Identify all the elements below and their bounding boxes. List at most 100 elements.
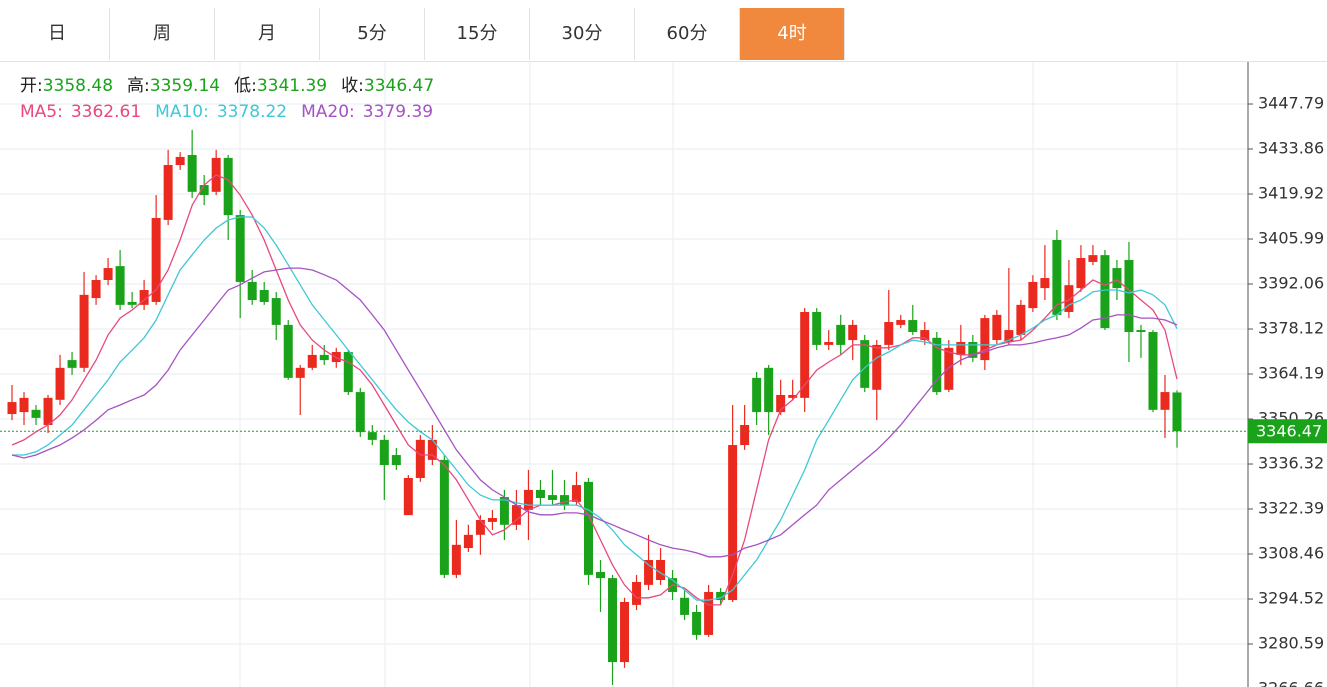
candle-body — [427, 439, 437, 460]
candle-body — [583, 481, 593, 575]
candle-body — [920, 330, 930, 341]
candle-body — [1088, 255, 1098, 262]
candle-body — [848, 324, 858, 341]
ma-legend-value: 3378.22 — [217, 102, 287, 122]
y-tick-label: 3308.46 — [1258, 544, 1324, 563]
candle-body — [283, 324, 293, 378]
candle-body — [79, 294, 89, 368]
candle-body — [115, 266, 125, 305]
ohlc-value: 3359.14 — [150, 76, 220, 96]
candle-body — [752, 377, 762, 413]
candle-body — [559, 495, 569, 506]
timeframe-tab[interactable]: 月 — [215, 8, 320, 60]
candle-body — [463, 534, 473, 549]
candle-body — [824, 342, 834, 345]
candle-body — [403, 477, 413, 516]
ohlc-label: 收: — [341, 76, 364, 96]
candle-body — [620, 601, 630, 663]
candle-body — [1112, 268, 1122, 289]
candle-body — [788, 394, 798, 398]
ma-legend-name: MA20: — [301, 102, 355, 122]
candle-body — [1148, 331, 1158, 410]
candle-body — [1136, 330, 1146, 332]
y-tick-label: 3294.52 — [1258, 589, 1324, 608]
ohlc-info: 开:3358.48 高:3359.14 低:3341.39 收:3346.47 — [20, 76, 434, 96]
candle-body — [1160, 392, 1170, 410]
candle-body — [199, 185, 209, 196]
candle-body — [535, 489, 545, 498]
candle-body — [812, 311, 822, 345]
candle-body — [596, 571, 606, 579]
candle-body — [692, 612, 702, 635]
timeframe-tab[interactable]: 15分 — [425, 8, 530, 60]
ohlc-value: 3341.39 — [257, 76, 327, 96]
candle-body — [523, 489, 533, 510]
candle-body — [511, 505, 521, 525]
y-tick-label: 3392.06 — [1258, 274, 1324, 293]
ma-line — [12, 216, 1178, 601]
candle-body — [704, 591, 714, 635]
candle-body — [391, 455, 401, 466]
candle-body — [884, 321, 894, 345]
candle-body — [1064, 285, 1074, 312]
candle-body — [451, 544, 461, 575]
candle-body — [103, 268, 113, 280]
candle-body — [1052, 239, 1062, 315]
timeframe-tab[interactable]: 4时 — [740, 8, 845, 60]
ma-legend-name: MA5: — [20, 102, 63, 122]
candle-body — [547, 495, 557, 500]
candle-body — [1172, 392, 1182, 432]
y-tick-label: 3405.99 — [1258, 229, 1324, 248]
candle-body — [475, 519, 485, 535]
candle-body — [632, 581, 642, 605]
timeframe-tab[interactable]: 60分 — [635, 8, 740, 60]
candle-body — [31, 409, 41, 418]
timeframe-tab[interactable]: 5分 — [320, 8, 425, 60]
candle-body — [896, 320, 906, 325]
ma-legend-name: MA10: — [155, 102, 209, 122]
candle-body — [43, 397, 53, 426]
ohlc-label: 高: — [127, 76, 150, 96]
ohlc-value: 3346.47 — [364, 76, 434, 96]
candle-body — [151, 217, 161, 302]
candle-body — [187, 155, 197, 192]
candle-body — [980, 318, 990, 361]
candle-body — [1028, 281, 1038, 309]
candle-body — [487, 518, 497, 522]
timeframe-tab[interactable]: 30分 — [530, 8, 635, 60]
candle-body — [1076, 258, 1086, 289]
candle-body — [956, 342, 966, 355]
y-tick-label: 3322.39 — [1258, 499, 1324, 518]
candle-body — [800, 311, 810, 398]
candle-body — [67, 360, 77, 368]
candle-body — [415, 439, 425, 478]
ohlc-value: 3358.48 — [43, 76, 113, 96]
ma-line — [11, 267, 1178, 558]
candle-body — [1004, 330, 1014, 343]
candle-body — [1100, 255, 1110, 329]
candle-body — [7, 402, 17, 415]
candle-body — [19, 397, 29, 413]
y-tick-label: 3447.79 — [1258, 94, 1324, 113]
y-tick-label: 3433.86 — [1258, 139, 1324, 158]
candle-body — [1016, 304, 1026, 335]
y-tick-label: 3364.19 — [1258, 364, 1324, 383]
candle-body — [872, 344, 882, 390]
ma-line — [11, 174, 1178, 606]
candle-body — [295, 367, 305, 378]
candle-body — [91, 279, 101, 299]
candle-body — [716, 591, 726, 601]
last-price-label: 3346.47 — [1256, 422, 1322, 441]
timeframe-tab[interactable]: 周 — [110, 8, 215, 60]
candle-body — [223, 157, 233, 216]
ohlc-label: 开: — [20, 76, 43, 96]
candle-body — [728, 445, 738, 601]
candle-body — [680, 597, 690, 615]
candle-body — [499, 497, 509, 525]
candle-body — [992, 314, 1002, 341]
candle-body — [644, 560, 654, 585]
timeframe-tab[interactable]: 日 — [5, 8, 110, 60]
candle-body — [608, 578, 618, 663]
